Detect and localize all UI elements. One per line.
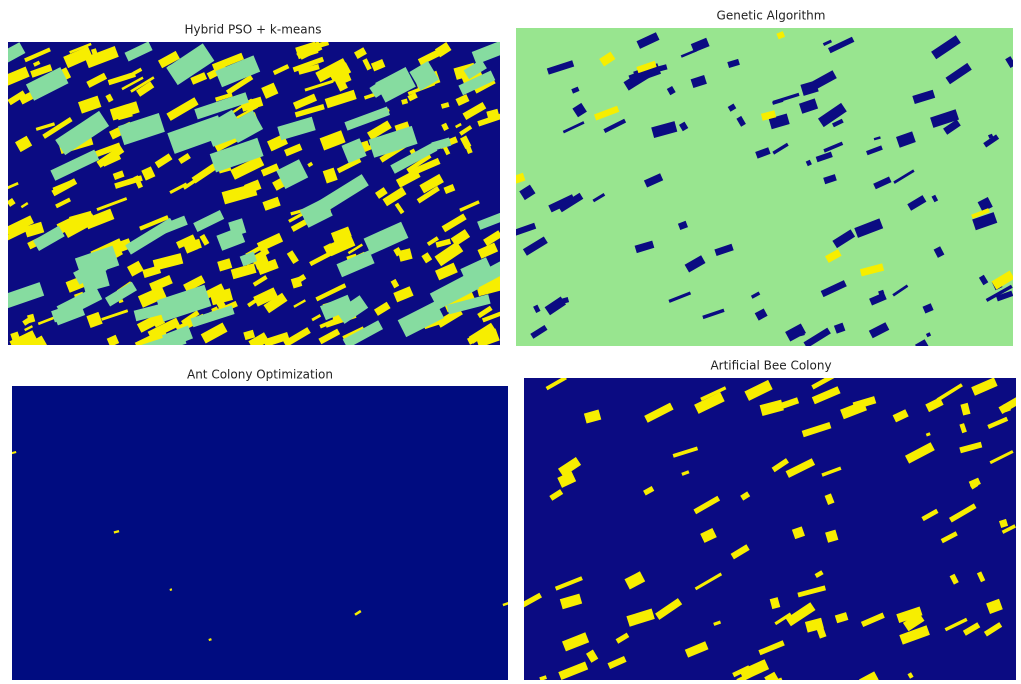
segmentation-image <box>0 36 521 359</box>
segmentation-image <box>509 28 1015 355</box>
panel-title: Hybrid PSO + k-means <box>185 23 322 37</box>
panel-title: Artificial Bee Colony <box>710 359 831 373</box>
segmentation-image <box>517 372 1021 684</box>
image-background <box>524 378 1016 680</box>
image-background <box>516 28 1013 346</box>
panel-title: Genetic Algorithm <box>717 9 826 23</box>
panel-title: Ant Colony Optimization <box>187 368 333 382</box>
image-background <box>12 386 508 680</box>
segmentation-image <box>11 386 508 680</box>
figure: Hybrid PSO + k-means Genetic Algorithm A… <box>0 0 1021 684</box>
page: Hybrid PSO + k-means Genetic Algorithm A… <box>0 0 1021 684</box>
